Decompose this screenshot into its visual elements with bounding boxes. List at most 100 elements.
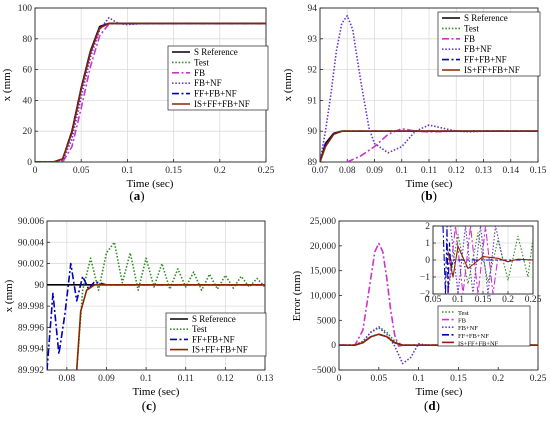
x-tick-label: 0.1 — [413, 374, 425, 384]
caption-open: ( — [421, 188, 425, 203]
x-axis-label: Time (sec) — [406, 178, 453, 190]
panel-c-axes: 0.08 0.09 0.1 0.11 0.12 0.13 89.992 89.994 89.99… — [3, 217, 274, 413]
x-tick-label: 0.12 — [448, 166, 465, 176]
legend-entry-s-reference: S Reference — [464, 13, 508, 23]
x-axis-label: Time (sec) — [133, 386, 180, 398]
series-line-is-ff-fb-nf — [35, 22, 266, 162]
plot-frame — [319, 7, 539, 163]
panel-caption: (b) — [421, 188, 437, 203]
legend-entry-ff-fb-nf: FF+FB+NF — [464, 55, 507, 65]
x-tick-label: 0.05 — [73, 166, 90, 176]
legend-entry-is-ff-fb-nf: IS+FF+FB+NF — [192, 345, 248, 355]
y-tick-label: 80 — [23, 35, 33, 45]
caption-letter: b — [425, 188, 432, 203]
x-tick-label: 0.13 — [257, 374, 274, 384]
x-tick-label: 0.05 — [370, 374, 387, 384]
legend-entry-test: Test — [194, 57, 209, 67]
y-tick-label: 89.992 — [18, 366, 44, 376]
x-tick-label: 0.25 — [525, 295, 542, 305]
x-tick-label: 0.11 — [421, 166, 438, 176]
caption-open: ( — [142, 398, 146, 413]
y-axis-label: x (mm) — [3, 279, 15, 312]
x-tick-label: 0.09 — [98, 374, 115, 384]
series-line-is-ff-fb-nf — [339, 333, 538, 346]
series-line-fb — [339, 242, 538, 347]
y-tick-label: 91 — [308, 96, 318, 106]
y-axis-label: x (mm) — [282, 68, 294, 101]
legend-entry-fb: FB — [194, 68, 205, 78]
x-tick-label: 0.08 — [59, 374, 76, 384]
series-group — [442, 226, 533, 294]
legend-entry-test: Test — [458, 310, 469, 317]
x-axis-label: Time (sec) — [416, 386, 463, 398]
legend-entry-ff-fb-nf: FF+FB+NF — [192, 334, 235, 344]
x-tick-label: 0.08 — [339, 166, 356, 176]
x-tick-label: 0 — [337, 374, 342, 384]
series-line-is-ff-fb-nf — [320, 130, 538, 162]
series-group — [339, 242, 538, 365]
legend-box — [437, 11, 541, 77]
inset-axes: 0.05 0.1 0.15 0.2 0.25 −2 −1 0 1 2 — [420, 222, 542, 305]
y-tick-label: 20 — [23, 127, 33, 137]
x-tick-label: 0.2 — [214, 166, 226, 176]
y-tick-label: 0 — [425, 256, 430, 266]
y-tick-label: 2 — [425, 222, 430, 232]
caption-open: ( — [129, 188, 133, 203]
y-tick-label: 90.006 — [18, 217, 44, 227]
legend-entry-fb: FB — [464, 34, 475, 44]
y-tick-label: 89.996 — [18, 323, 44, 333]
x-tick-label: 0.12 — [217, 374, 234, 384]
x-tick-label: 0.05 — [425, 295, 442, 305]
y-tick-label: 60 — [23, 66, 33, 76]
legend-entry-fb: FB — [458, 318, 467, 325]
caption-open: ( — [424, 398, 428, 413]
caption-letter: a — [134, 188, 141, 203]
y-tick-label: 5000 — [317, 316, 336, 326]
x-tick-label: 0.2 — [492, 374, 504, 384]
legend: S ReferenceTestFBFB+NFFF+FB+NFIS+FF+FB+N… — [167, 45, 269, 111]
x-tick-label: 0.25 — [258, 166, 275, 176]
plot-frame — [46, 220, 266, 371]
y-axis-label: Error (mm) — [291, 270, 303, 321]
panel-caption: (c) — [142, 398, 156, 413]
x-tick-label: 0.15 — [475, 295, 492, 305]
x-tick-label: 0.1 — [452, 295, 464, 305]
legend-entry-fb-nf: FB+NF — [194, 78, 222, 88]
plot-frame — [338, 220, 539, 371]
x-tick-label: 0.25 — [530, 374, 547, 384]
series-line-test — [75, 241, 265, 370]
panel-caption: (a) — [129, 188, 144, 203]
legend-entry-ff-fb-nf: FF+FB+NF — [458, 333, 489, 340]
legend-entry-s-reference: S Reference — [192, 314, 236, 324]
y-tick-label: 89.998 — [18, 302, 44, 312]
x-tick-label: 0.1 — [140, 374, 152, 384]
x-tick-label: 0 — [33, 166, 38, 176]
x-tick-label: 0.11 — [178, 374, 195, 384]
caption-letter: d — [428, 398, 436, 413]
x-tick-label: 0.14 — [502, 166, 519, 176]
series-line-fb-nf — [449, 226, 504, 294]
legend-entry-is-ff-fb-nf: IS+FF+FB+NF — [458, 340, 499, 347]
y-tick-label: 92 — [308, 66, 318, 76]
x-tick-label: 0.09 — [366, 166, 383, 176]
x-tick-label: 0.15 — [165, 166, 182, 176]
y-tick-label: 20,000 — [310, 242, 336, 252]
x-tick-label: 0.1 — [396, 166, 408, 176]
legend-entry-fb-nf: FB+NF — [458, 325, 478, 332]
legend-entry-is-ff-fb-nf: IS+FF+FB+NF — [464, 65, 520, 75]
legend-box — [167, 45, 269, 111]
y-tick-label: 90.004 — [18, 238, 44, 248]
series-group — [35, 16, 266, 162]
y-tick-label: 93 — [308, 35, 318, 45]
panel-d-axes: 0 0.05 0.1 0.15 0.2 0.25−50000500010,00015,00… — [291, 217, 547, 413]
panel-caption: (d) — [424, 398, 440, 413]
y-tick-label: −5000 — [312, 366, 337, 376]
legend-entry-ff-fb-nf: FF+FB+NF — [194, 89, 237, 99]
series-group — [320, 14, 538, 162]
caption-letter: c — [146, 398, 152, 413]
legend-entry-is-ff-fb-nf: IS+FF+FB+NF — [194, 99, 250, 109]
y-tick-label: 25,000 — [310, 217, 336, 227]
y-tick-label: −1 — [420, 273, 430, 283]
